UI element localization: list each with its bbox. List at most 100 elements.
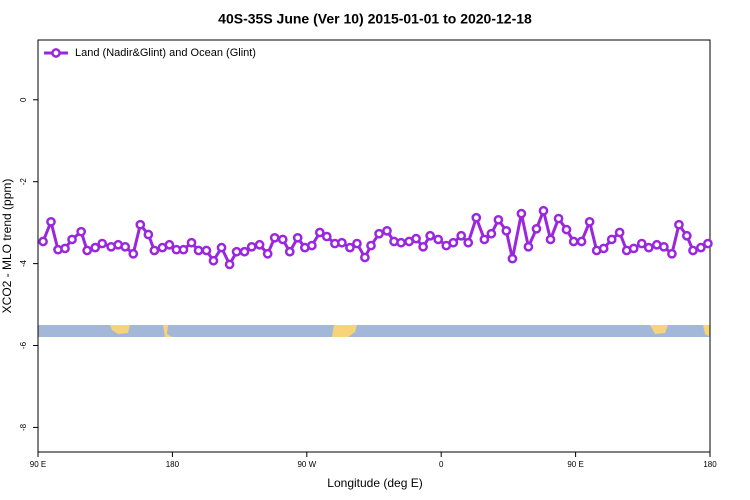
data-point <box>411 233 421 244</box>
data-point <box>418 241 428 252</box>
data-point <box>636 238 647 249</box>
data-point <box>345 242 355 253</box>
data-point <box>703 238 713 249</box>
data-point <box>396 237 406 248</box>
data-point <box>120 241 131 252</box>
data-point <box>321 231 332 242</box>
x-tick-label: 90 E <box>567 460 583 469</box>
data-point <box>507 253 518 264</box>
data-point <box>696 242 706 253</box>
data-point <box>538 205 549 216</box>
map-strip <box>38 325 710 337</box>
data-point <box>501 225 512 236</box>
data-point <box>553 213 564 224</box>
data-point <box>628 243 639 254</box>
data-point <box>239 246 250 257</box>
x-tick-label: 0 <box>439 460 444 469</box>
data-point <box>277 234 288 245</box>
data-point <box>307 240 317 251</box>
data-point <box>201 245 212 256</box>
data-point <box>425 230 435 241</box>
data-point <box>674 219 684 230</box>
data-point <box>456 230 467 241</box>
data-point <box>584 216 595 227</box>
chart-title: 40S-35S June (Ver 10) 2015-01-01 to 2020… <box>218 11 532 27</box>
data-point <box>186 237 197 248</box>
data-point <box>598 243 609 254</box>
y-axis-label: XCO2 - MLO trend (ppm) <box>0 179 14 314</box>
data-point <box>606 234 617 245</box>
y-tick-label: -2 <box>19 178 28 186</box>
y-tick-label: -8 <box>19 423 28 431</box>
y-tick-label: -4 <box>19 260 28 268</box>
data-point <box>254 239 265 250</box>
data-point <box>360 252 370 263</box>
data-point <box>576 236 587 247</box>
data-point <box>433 234 444 245</box>
land <box>110 325 130 334</box>
data-point <box>545 234 556 245</box>
data-point <box>216 242 227 253</box>
data-point <box>82 245 92 256</box>
data-point <box>659 241 669 252</box>
data-point <box>60 243 70 254</box>
data-point <box>448 237 459 248</box>
data-point <box>97 238 108 249</box>
data-point <box>337 237 347 248</box>
data-point <box>493 214 504 225</box>
data-point <box>614 227 625 238</box>
y-tick-label: -6 <box>19 341 28 349</box>
data-point <box>135 219 146 230</box>
data-point <box>46 216 56 227</box>
x-tick-label: 180 <box>166 460 180 469</box>
data-point <box>682 230 692 241</box>
data-point <box>516 208 527 219</box>
data-point <box>531 223 542 234</box>
x-axis-label: Longitude (deg E) <box>327 476 422 490</box>
data-point <box>143 229 154 240</box>
data-point <box>246 241 257 252</box>
data-point <box>314 227 325 238</box>
land <box>332 325 357 337</box>
data-point <box>366 240 376 251</box>
legend-label: Land (Nadir&Glint) and Ocean (Glint) <box>75 47 256 59</box>
data-point <box>193 245 204 256</box>
land <box>703 325 710 337</box>
data-point <box>463 237 474 248</box>
data-point <box>269 232 280 243</box>
land <box>650 325 668 334</box>
data-point <box>486 228 497 239</box>
data-point <box>128 248 139 259</box>
y-tick-label: 0 <box>19 97 28 102</box>
data-point <box>523 241 534 252</box>
data-point <box>76 226 87 237</box>
x-tick-label: 180 <box>703 460 717 469</box>
data-point <box>224 259 235 270</box>
data-point <box>643 242 654 253</box>
data-point <box>208 255 219 266</box>
data-point <box>568 236 579 247</box>
data-point <box>479 234 490 245</box>
data-point <box>292 232 303 243</box>
data-point <box>90 242 101 253</box>
data-point <box>471 212 482 223</box>
data-point <box>688 245 698 256</box>
data-point <box>231 246 242 257</box>
legend-marker <box>51 48 61 58</box>
x-tick-label: 90 E <box>30 460 46 469</box>
data-point <box>374 228 384 239</box>
ocean-band <box>38 325 710 337</box>
data-point <box>149 245 160 256</box>
data-point <box>561 224 572 235</box>
data-point <box>164 239 175 250</box>
data-point <box>382 225 392 236</box>
data-point <box>284 246 295 257</box>
data-point <box>178 244 189 255</box>
x-tick-label: 90 W <box>297 460 316 469</box>
data-point <box>262 248 273 259</box>
data-point <box>352 238 362 249</box>
data-point <box>38 236 48 247</box>
data-point <box>67 234 77 245</box>
data-point <box>667 248 677 259</box>
